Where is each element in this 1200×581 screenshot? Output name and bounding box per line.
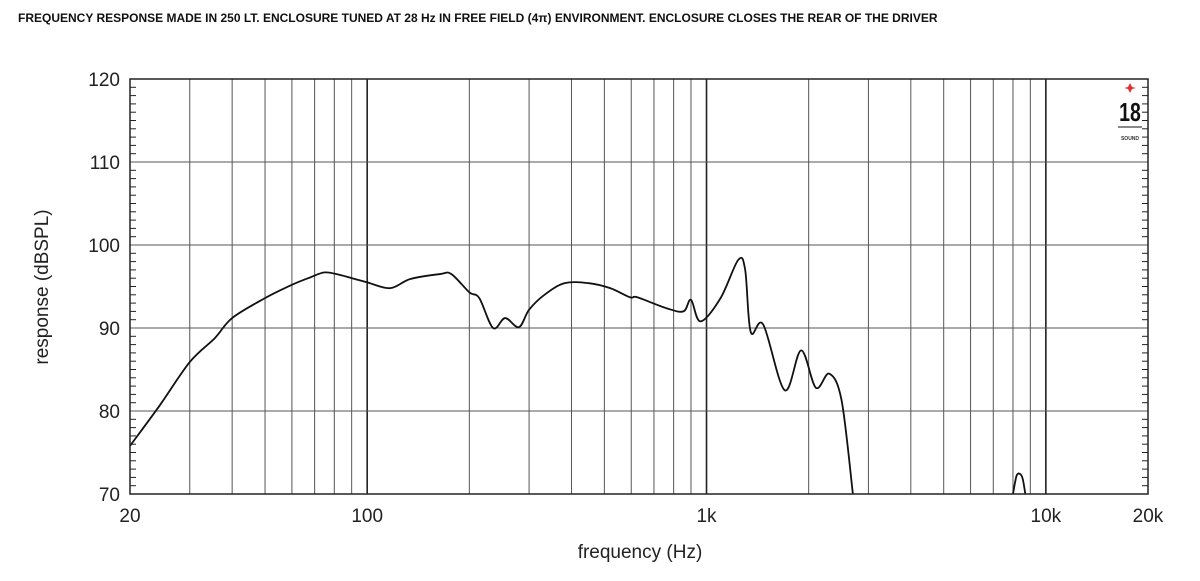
axis-ticks: 70 80 90 100 110 120 20 100 1k 10k 20k (88, 70, 1164, 527)
x-tick-label: 10k (1031, 506, 1062, 527)
y-tick-label: 70 (99, 485, 120, 506)
y-tick-label: 120 (88, 70, 120, 91)
x-tick-label: 20k (1133, 506, 1164, 527)
x-axis-label: frequency (Hz) (578, 542, 703, 563)
y-tick-label: 110 (90, 153, 120, 174)
y-tick-label: 90 (99, 319, 120, 340)
y-tick-label: 100 (88, 236, 120, 257)
grid (130, 79, 1148, 494)
series-line (1012, 472, 1027, 495)
svg-text:18: 18 (1119, 97, 1141, 126)
response-curve (129, 256, 1027, 495)
chart-title: FREQUENCY RESPONSE MADE IN 250 LT. ENCLO… (18, 11, 938, 25)
plot-frame (129, 78, 1149, 495)
x-tick-label: 1k (696, 506, 717, 527)
svg-text:SOUND: SOUND (1121, 136, 1139, 142)
y-axis-label: response (dBSPL) (32, 209, 53, 364)
x-tick-label: 20 (119, 506, 140, 527)
brand-logo: 18 SOUND (1118, 83, 1142, 142)
star-icon (1124, 83, 1136, 93)
series-line (129, 256, 854, 495)
x-tick-label: 100 (351, 506, 383, 527)
y-tick-label: 80 (99, 402, 120, 423)
